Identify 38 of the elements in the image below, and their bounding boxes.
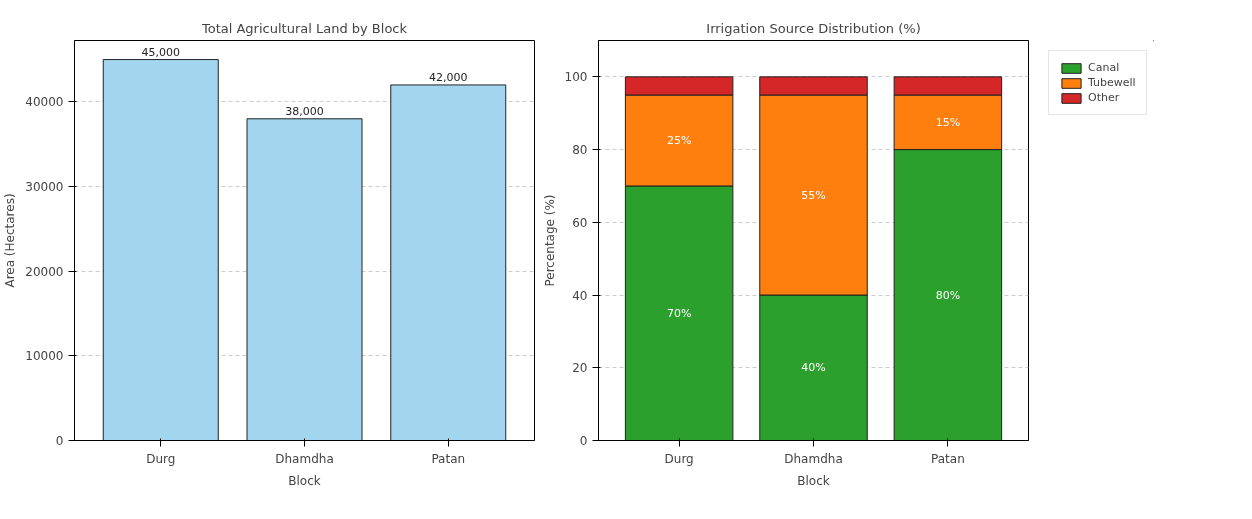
legend-label: Tubewell	[1088, 76, 1136, 89]
y-axis-title: Area (Hectares)	[3, 193, 18, 288]
y-tick-label: 80	[572, 143, 588, 158]
bar	[246, 118, 363, 441]
x-axis-title: Block	[288, 473, 321, 488]
y-tick-label: 30000	[25, 180, 64, 195]
legend-label: Canal	[1088, 61, 1120, 74]
y-tick-label: 40000	[25, 95, 64, 110]
chart-title: Total Agricultural Land by Block	[200, 20, 408, 36]
legend-label: Other	[1088, 91, 1120, 104]
x-tick-label: Dhamdha	[784, 451, 843, 466]
chart-title: Irrigation Source Distribution (%)	[706, 20, 921, 36]
y-tick-label: 60	[572, 215, 588, 230]
bar	[102, 59, 219, 441]
x-tick-label: Patan	[431, 451, 466, 466]
data-label: 45,000	[141, 45, 181, 59]
data-label: 70%	[666, 306, 692, 320]
y-tick-label: 0	[579, 434, 588, 448]
bar	[390, 84, 507, 441]
data-label: 80%	[935, 288, 961, 302]
y-tick-label: 40	[572, 288, 588, 303]
data-label: 55%	[801, 188, 826, 202]
y-tick-label: 100	[564, 70, 588, 85]
data-label: 40%	[801, 361, 826, 375]
x-tick-label: Dhamdha	[275, 451, 334, 466]
data-label: 38,000	[285, 104, 324, 118]
data-label: 25%	[666, 134, 692, 147]
x-axis-title: Block	[797, 473, 830, 488]
x-tick-label: Durg	[146, 451, 176, 466]
y-axis-title: Percentage (%)	[542, 194, 557, 287]
y-tick-label: 0	[55, 434, 64, 448]
data-label: 42,000	[429, 70, 468, 84]
data-label: 15%	[935, 115, 961, 129]
y-tick-label: 20	[572, 361, 588, 376]
x-tick-label: Patan	[931, 451, 965, 466]
y-tick-label: 10000	[25, 349, 64, 364]
x-tick-label: Durg	[664, 451, 694, 466]
y-tick-label: 20000	[25, 264, 64, 279]
